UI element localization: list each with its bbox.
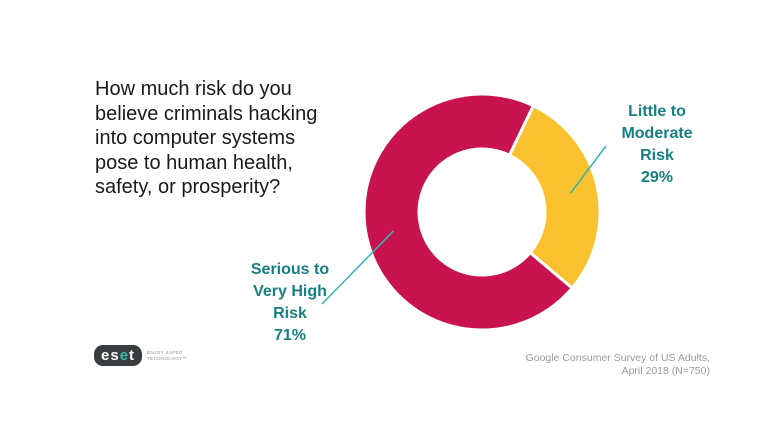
question-line: pose to human health, <box>95 151 293 174</box>
source-note: Google Consumer Survey of US Adults, Apr… <box>480 352 710 378</box>
slice-label-line: Very High <box>253 283 327 300</box>
question-line: How much risk do you <box>95 78 292 100</box>
donut-slice-0 <box>507 103 602 291</box>
eset-logo-mark: eset <box>94 345 143 366</box>
source-line: Google Consumer Survey of US Adults, <box>525 352 710 364</box>
slice-value-label: 71% <box>273 327 307 344</box>
question-line: safety, or prosperity? <box>95 176 281 198</box>
leader-line-1 <box>321 230 395 305</box>
donut-slice-1 <box>362 92 575 332</box>
slice-label-line: Serious to <box>250 261 330 278</box>
source-line: April 2018 (N=750) <box>621 365 710 377</box>
slice-label-line: Risk <box>273 305 307 322</box>
slice-label-serious-to-very-high: Serious to Very High Risk 71% <box>228 259 352 347</box>
slice-label-line: Risk <box>640 147 674 164</box>
eset-tagline: ENJOY SAFER TECHNOLOGY™ <box>147 349 188 361</box>
question-line: believe criminals hacking <box>95 102 318 125</box>
slice-label-little-to-moderate: Little to Moderate Risk 29% <box>602 101 712 189</box>
slice-value-label: 29% <box>640 169 674 186</box>
slice-label-line: Little to <box>628 103 686 120</box>
question-line: into computer systems <box>95 127 296 149</box>
slice-label-line: Moderate <box>621 125 693 142</box>
question-text: How much risk do you believe criminals h… <box>95 77 355 200</box>
leader-line-0 <box>569 145 607 194</box>
eset-logo: eset ENJOY SAFER TECHNOLOGY™ <box>94 345 187 366</box>
